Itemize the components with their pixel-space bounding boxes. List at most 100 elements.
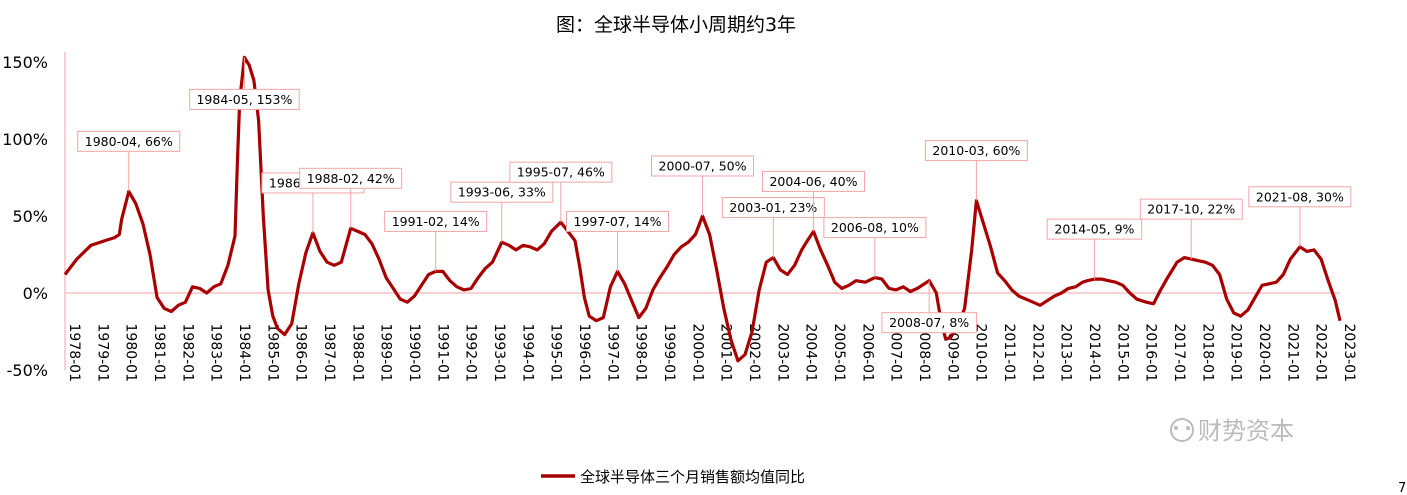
x-tick-label: 1981-01 bbox=[151, 324, 167, 383]
x-tick-label: 1982-01 bbox=[179, 324, 195, 383]
x-axis: 1978-01 1979-01 1980-01 1981-01 1982-01 1983-… bbox=[66, 324, 1357, 383]
watermark: 财势资本 bbox=[1170, 417, 1294, 445]
x-tick-label: 1985-01 bbox=[264, 324, 280, 383]
x-tick-label: 1984-01 bbox=[236, 324, 252, 383]
x-tick-label: 2001-01 bbox=[718, 324, 734, 383]
x-tick-label: 2020-01 bbox=[1256, 324, 1272, 383]
annotation: 1991-02, 14% bbox=[384, 210, 488, 272]
y-tick-label: 0% bbox=[23, 284, 48, 303]
annotation: 2014-05, 9% bbox=[1046, 218, 1143, 280]
x-tick-label: 1997-01 bbox=[604, 324, 620, 383]
series-line bbox=[63, 55, 1342, 363]
x-tick-label: 1983-01 bbox=[208, 324, 224, 383]
annotation-label: 2008-07, 8% bbox=[889, 315, 969, 330]
x-tick-label: 2008-01 bbox=[916, 324, 932, 383]
annotation-label: 1991-02, 14% bbox=[392, 214, 480, 229]
annotation: 2010-03, 60% bbox=[924, 140, 1028, 201]
annotation-layer: 1980-04, 66%1984-05, 153%1986-10, 39%198… bbox=[77, 57, 1352, 334]
annotation: 2008-07, 8% bbox=[881, 280, 977, 334]
annotation: 2017-10, 22% bbox=[1139, 198, 1243, 260]
x-tick-label: 1992-01 bbox=[463, 324, 479, 383]
x-tick-label: 2018-01 bbox=[1199, 324, 1215, 383]
x-tick-label: 1990-01 bbox=[406, 324, 422, 383]
annotation-label: 1995-07, 46% bbox=[517, 165, 605, 180]
x-tick-label: 2016-01 bbox=[1143, 324, 1159, 383]
x-tick-label: 1993-01 bbox=[491, 324, 507, 383]
x-tick-label: 2022-01 bbox=[1313, 324, 1329, 383]
x-tick-label: 1998-01 bbox=[633, 324, 649, 383]
x-tick-label: 1978-01 bbox=[66, 324, 82, 383]
annotation-box bbox=[881, 312, 977, 334]
x-tick-label: 2007-01 bbox=[888, 324, 904, 383]
annotation: 1997-07, 14% bbox=[566, 210, 669, 272]
x-tick-label: 1986-01 bbox=[293, 324, 309, 383]
annotation: 1995-07, 46% bbox=[509, 161, 613, 223]
x-tick-label: 2023-01 bbox=[1341, 324, 1357, 383]
annotation: 2003-01, 23% bbox=[721, 197, 825, 258]
annotation-label: 2006-08, 10% bbox=[831, 220, 919, 235]
x-tick-label: 2004-01 bbox=[803, 324, 819, 383]
x-tick-label: 2014-01 bbox=[1086, 324, 1102, 383]
x-tick-label: 2012-01 bbox=[1029, 324, 1045, 383]
y-tick-label: -50% bbox=[7, 361, 48, 380]
annotation-box bbox=[721, 197, 825, 219]
watermark-logo-eye-icon bbox=[1186, 426, 1190, 430]
x-tick-label: 1979-01 bbox=[94, 324, 110, 383]
annotation-label: 2017-10, 22% bbox=[1147, 202, 1235, 217]
annotation: 1993-06, 33% bbox=[450, 181, 554, 243]
x-tick-label: 2006-01 bbox=[859, 324, 875, 383]
annotation-label: 1980-04, 66% bbox=[85, 134, 173, 149]
annotation: 1980-04, 66% bbox=[77, 130, 181, 192]
x-tick-label: 2011-01 bbox=[1001, 324, 1017, 383]
x-tick-label: 1999-01 bbox=[661, 324, 677, 383]
annotation-box bbox=[450, 181, 554, 203]
annotation-label: 2014-05, 9% bbox=[1054, 222, 1134, 237]
annotation-label: 1993-06, 33% bbox=[458, 185, 546, 200]
x-tick-label: 1995-01 bbox=[548, 324, 564, 383]
x-tick-label: 2010-01 bbox=[973, 324, 989, 383]
annotation-box bbox=[1248, 186, 1352, 208]
x-tick-label: 1989-01 bbox=[378, 324, 394, 383]
x-tick-label: 2003-01 bbox=[774, 324, 790, 383]
x-tick-label: 1996-01 bbox=[576, 324, 592, 383]
page-number: 7 bbox=[1398, 481, 1406, 495]
watermark-logo-icon bbox=[1170, 418, 1194, 442]
annotation-box bbox=[566, 210, 669, 232]
annotation-box bbox=[924, 140, 1028, 162]
grid-layer bbox=[64, 52, 1340, 370]
legend-label: 全球半导体三个月销售额均值同比 bbox=[580, 468, 805, 486]
chart-title: 图：全球半导体小周期约3年 bbox=[556, 14, 796, 36]
annotation: 1984-05, 153% bbox=[189, 57, 300, 110]
x-tick-label: 1980-01 bbox=[123, 324, 139, 383]
annotation-label: 2010-03, 60% bbox=[932, 143, 1020, 158]
annotation-box bbox=[651, 155, 754, 177]
annotation: 2004-06, 40% bbox=[761, 170, 865, 232]
y-tick-label: 100% bbox=[2, 130, 48, 149]
x-tick-label: 2005-01 bbox=[831, 324, 847, 383]
annotation-box bbox=[761, 170, 865, 192]
series-layer bbox=[63, 55, 1342, 363]
annotation-box bbox=[1139, 198, 1243, 220]
watermark-logo-eye-icon bbox=[1174, 426, 1178, 430]
annotation-box bbox=[509, 161, 613, 183]
x-tick-label: 2013-01 bbox=[1058, 324, 1074, 383]
annotation-box bbox=[384, 210, 488, 232]
x-tick-label: 2017-01 bbox=[1171, 324, 1187, 383]
watermark-text: 财势资本 bbox=[1198, 417, 1294, 445]
y-axis: 150% 100% 50% 0% -50% bbox=[2, 53, 48, 380]
annotation: 2021-08, 30% bbox=[1248, 186, 1352, 247]
annotation-box bbox=[299, 167, 403, 189]
x-tick-label: 1987-01 bbox=[321, 324, 337, 383]
annotation-label: 1988-02, 42% bbox=[307, 171, 395, 186]
annotation: 2006-08, 10% bbox=[823, 217, 927, 278]
y-tick-label: 150% bbox=[2, 53, 48, 72]
annotation-box bbox=[1046, 218, 1143, 240]
annotation: 1988-02, 42% bbox=[299, 167, 403, 229]
annotation-label: 2004-06, 40% bbox=[769, 174, 857, 189]
x-tick-label: 1988-01 bbox=[349, 324, 365, 383]
x-tick-label: 1994-01 bbox=[519, 324, 535, 383]
annotation-label: 2003-01, 23% bbox=[729, 200, 817, 215]
annotation-box bbox=[823, 217, 927, 239]
y-tick-label: 50% bbox=[12, 207, 48, 226]
